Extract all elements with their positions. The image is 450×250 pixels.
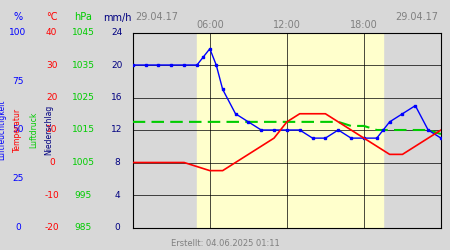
Text: 16: 16 [111, 93, 123, 102]
Text: 995: 995 [75, 190, 92, 200]
Text: 75: 75 [12, 77, 24, 86]
Text: Luftdruck: Luftdruck [29, 112, 38, 148]
Text: Temperatur: Temperatur [13, 108, 22, 152]
Text: Luftfeuchtigkeit: Luftfeuchtigkeit [0, 100, 7, 160]
Text: 24: 24 [112, 28, 122, 37]
Text: 0: 0 [15, 223, 21, 232]
Text: Niederschlag: Niederschlag [44, 105, 53, 155]
Text: 100: 100 [9, 28, 27, 37]
Text: -20: -20 [45, 223, 59, 232]
Text: 0: 0 [49, 158, 54, 167]
Text: 20: 20 [111, 60, 123, 70]
Bar [197, 32, 383, 228]
Text: 0: 0 [114, 223, 120, 232]
Text: %: % [14, 12, 22, 22]
Text: 10: 10 [46, 126, 58, 134]
Bar [133, 32, 441, 228]
Text: 1045: 1045 [72, 28, 94, 37]
Text: Erstellt: 04.06.2025 01:11: Erstellt: 04.06.2025 01:11 [171, 238, 279, 248]
Text: 50: 50 [12, 126, 24, 134]
Text: mm/h: mm/h [103, 12, 131, 22]
Text: 985: 985 [75, 223, 92, 232]
Text: -10: -10 [45, 190, 59, 200]
Text: 12: 12 [111, 126, 123, 134]
Text: 1025: 1025 [72, 93, 94, 102]
Text: 25: 25 [12, 174, 24, 183]
Text: 29.04.17: 29.04.17 [396, 12, 439, 22]
Text: 4: 4 [114, 190, 120, 200]
Text: 1035: 1035 [72, 60, 95, 70]
Text: 20: 20 [46, 93, 58, 102]
Text: 30: 30 [46, 60, 58, 70]
Text: °C: °C [46, 12, 58, 22]
Text: 29.04.17: 29.04.17 [135, 12, 178, 22]
Text: 1005: 1005 [72, 158, 95, 167]
Text: hPa: hPa [74, 12, 92, 22]
Text: 8: 8 [114, 158, 120, 167]
Text: 1015: 1015 [72, 126, 95, 134]
Text: 40: 40 [46, 28, 58, 37]
